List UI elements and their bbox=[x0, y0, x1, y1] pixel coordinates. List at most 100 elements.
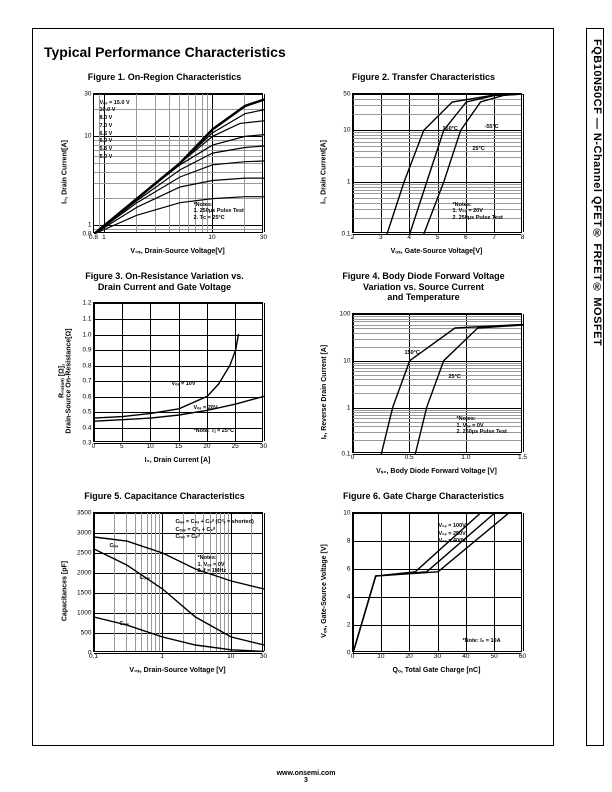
x-tick-label: 1 bbox=[102, 234, 106, 241]
y-axis-label: Capacitances [pF] bbox=[61, 521, 68, 661]
y-tick-label: 8 bbox=[347, 537, 351, 544]
y-axis-label: Iₛ, Reverse Drain Current [A] bbox=[320, 322, 328, 462]
chart-1: Figure 1. On-Region Characteristics I₀, D… bbox=[44, 72, 285, 257]
y-tick-label: 0.8 bbox=[82, 362, 91, 369]
x-tick-label: 1 bbox=[160, 653, 164, 660]
y-tick-label: 0.1 bbox=[341, 451, 350, 458]
x-axis-label: I₀, Drain Current [A] bbox=[93, 457, 263, 464]
curve-label: Vₒₛ = 20V bbox=[194, 405, 218, 412]
x-tick-label: 30 bbox=[260, 653, 267, 660]
x-tick-label: 7 bbox=[492, 234, 496, 241]
y-axis-label: Vₒₛ, Gate-Source Voltage [V] bbox=[320, 521, 328, 661]
y-tick-label: 0.8 bbox=[82, 230, 91, 237]
chart-box: I₀, Drain Current[A]23456780.111050150°C… bbox=[314, 87, 534, 257]
y-tick-label: 3000 bbox=[77, 529, 91, 536]
x-tick-label: 8 bbox=[521, 234, 525, 241]
curve-label: Cᵣₛₛ bbox=[120, 621, 129, 628]
curve-label: Cᵢₛₛ bbox=[110, 543, 119, 550]
curve-label: Cₒₛₛ bbox=[140, 575, 150, 582]
x-axis-label: V₀ₛ, Drain-Source Voltage [V] bbox=[93, 666, 263, 674]
legend: Cᵢₛₛ = C₉ₛ + C₉ᵈ (Cᵈₛ = shorted)Cₒₛₛ = C… bbox=[176, 519, 254, 542]
y-tick-label: 0.6 bbox=[82, 393, 91, 400]
y-tick-label: 2000 bbox=[77, 569, 91, 576]
chart-6: Figure 6. Gate Charge Characteristics Vₒₛ… bbox=[303, 491, 544, 676]
chart-box: Capacitances [pF]0.111030050010001500200… bbox=[55, 506, 275, 676]
y-tick-label: 10 bbox=[343, 509, 350, 516]
chart-box: I₀, Drain Current[A]110300.8110300.8Vₒₛ … bbox=[55, 87, 275, 257]
chart-2: Figure 2. Transfer CharacteristicsI₀, Dr… bbox=[303, 72, 544, 257]
y-tick-label: 1.0 bbox=[82, 331, 91, 338]
x-tick-label: 50 bbox=[491, 653, 498, 660]
plot-area: 0510152025300.30.40.50.60.70.80.91.01.11… bbox=[93, 302, 263, 442]
x-axis-label: Vₛ₀, Body Diode Forward Voltage [V] bbox=[352, 467, 522, 475]
y-tick-label: 1.1 bbox=[82, 315, 91, 322]
y-tick-label: 1 bbox=[347, 178, 351, 185]
y-axis-label: R₀ₛ₍ₒₙ₎ [Ω],Drain-Source On-Resistance[Ω… bbox=[57, 311, 72, 451]
y-tick-label: 30 bbox=[84, 90, 91, 97]
x-tick-label: 60 bbox=[519, 653, 526, 660]
curve-label: 25°C bbox=[449, 374, 461, 381]
y-tick-label: 2 bbox=[347, 621, 351, 628]
x-axis-label: V₀ₛ, Drain-Source Voltage[V] bbox=[93, 247, 263, 255]
y-tick-label: 1 bbox=[347, 404, 351, 411]
chart-4: Figure 4. Body Diode Forward VoltageVari… bbox=[303, 271, 544, 477]
y-tick-label: 100 bbox=[340, 311, 351, 318]
chart-notes: *Notes:1. Vₒₛ = 0V2. 250μs Pulse Test bbox=[457, 416, 507, 436]
y-tick-label: 0.3 bbox=[82, 440, 91, 447]
chart-box: Iₛ, Reverse Drain Current [A] 00.51.01.50… bbox=[314, 307, 534, 477]
x-tick-label: 10 bbox=[208, 234, 215, 241]
y-tick-label: 0.9 bbox=[82, 347, 91, 354]
x-tick-label: 3 bbox=[379, 234, 383, 241]
y-axis-label: I₀, Drain Current[A] bbox=[61, 102, 68, 242]
curves bbox=[94, 303, 264, 443]
plot-area: 01020304050600246810V₀ₛ = 100VV₀ₛ = 250V… bbox=[352, 512, 522, 652]
y-tick-label: 1.2 bbox=[82, 300, 91, 307]
x-tick-label: 0 bbox=[92, 443, 96, 450]
plot-area: 00.51.01.50.1110100150°C25°C*Notes:1. Vₒ… bbox=[352, 313, 522, 453]
page-title: Typical Performance Characteristics bbox=[44, 44, 286, 60]
x-tick-label: 30 bbox=[260, 234, 267, 241]
y-tick-label: 0 bbox=[88, 649, 92, 656]
curve-label: 150°C bbox=[443, 126, 458, 133]
x-axis-label: Qₒ, Total Gate Charge [nC] bbox=[352, 667, 522, 674]
x-tick-label: 10 bbox=[377, 653, 384, 660]
x-tick-label: 20 bbox=[203, 443, 210, 450]
x-axis-label: Vₒₛ, Gate-Source Voltage[V] bbox=[352, 247, 522, 255]
y-tick-label: 50 bbox=[343, 90, 350, 97]
y-tick-label: 3500 bbox=[77, 509, 91, 516]
chart-title: Figure 4. Body Diode Forward VoltageVari… bbox=[342, 271, 504, 303]
y-tick-label: 0 bbox=[347, 649, 351, 656]
x-tick-label: 4 bbox=[407, 234, 411, 241]
y-tick-label: 0.7 bbox=[82, 378, 91, 385]
y-tick-label: 10 bbox=[84, 133, 91, 140]
chart-notes: *Notes:1. 250μs Pulse Test2. Tᴄ = 25°C bbox=[194, 202, 244, 222]
y-tick-label: 10 bbox=[343, 127, 350, 134]
x-tick-label: 2 bbox=[351, 234, 355, 241]
x-tick-label: 15 bbox=[175, 443, 182, 450]
x-tick-label: 30 bbox=[434, 653, 441, 660]
x-tick-label: 1.0 bbox=[461, 454, 470, 461]
chart-box: Vₒₛ, Gate-Source Voltage [V] 010203040506… bbox=[314, 506, 534, 676]
y-tick-label: 1000 bbox=[77, 609, 91, 616]
y-tick-label: 2500 bbox=[77, 549, 91, 556]
chart-notes: *Notes:1. Vₒₛ = 0V2. f = 1MHz bbox=[198, 555, 227, 575]
footer-url: www.onsemi.com bbox=[0, 770, 612, 777]
curve-label: -55°C bbox=[485, 124, 499, 131]
x-tick-label: 5 bbox=[120, 443, 124, 450]
chart-title: Figure 1. On-Region Characteristics bbox=[88, 72, 242, 83]
legend: Vₒₛ = 15.0 V10.0 V8.0 V7.0 V6.5 V6.0 V5.… bbox=[100, 100, 130, 162]
x-tick-label: 6 bbox=[464, 234, 468, 241]
y-tick-label: 0.1 bbox=[341, 230, 350, 237]
x-tick-label: 20 bbox=[406, 653, 413, 660]
x-tick-label: 10 bbox=[147, 443, 154, 450]
chart-title: Figure 5. Capacitance Characteristics bbox=[84, 491, 245, 502]
y-tick-label: 6 bbox=[347, 565, 351, 572]
chart-notes: *Note: I₀ = 10A bbox=[463, 638, 501, 645]
y-tick-label: 1500 bbox=[77, 589, 91, 596]
x-tick-label: 0 bbox=[351, 653, 355, 660]
curve-label: Vₒₛ = 10V bbox=[172, 381, 196, 388]
page-footer: www.onsemi.com 3 bbox=[0, 770, 612, 784]
curve-label: 25°C bbox=[473, 146, 485, 153]
footer-page-number: 3 bbox=[0, 777, 612, 784]
chart-title: Figure 6. Gate Charge Characteristics bbox=[343, 491, 504, 502]
